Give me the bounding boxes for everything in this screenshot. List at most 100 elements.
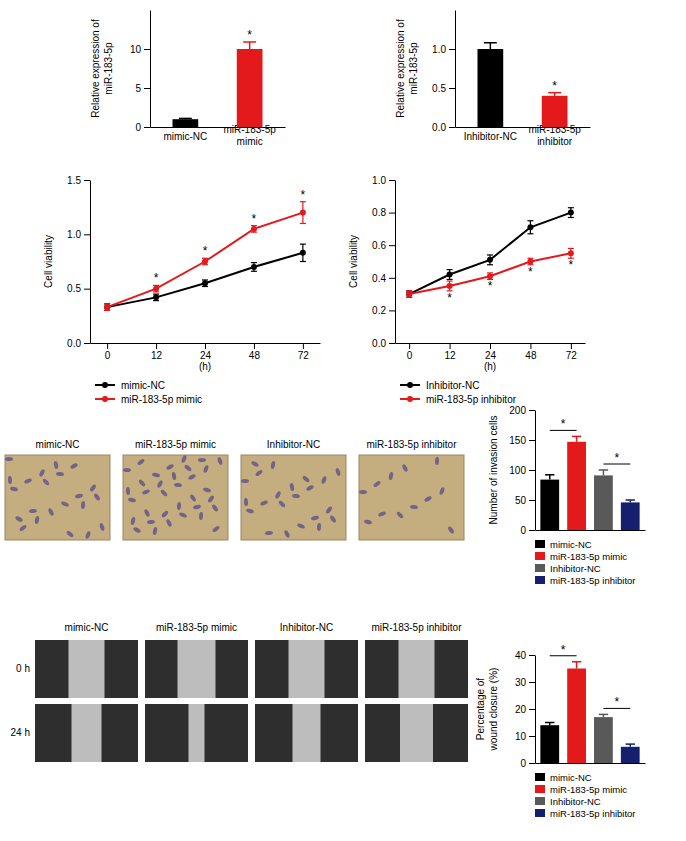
y-tick: 0.5 <box>67 283 90 294</box>
significance: * <box>614 451 619 465</box>
point <box>202 259 208 265</box>
error-cap <box>599 714 608 716</box>
y-tick: 0 <box>520 525 535 536</box>
y-tick: 20 <box>515 704 535 715</box>
significance: * <box>569 258 574 272</box>
line-chart: 0.00.20.40.60.81.0Cell viability01224487… <box>348 175 586 405</box>
cell <box>388 472 394 481</box>
legend-swatch <box>535 540 545 548</box>
y-tick-label: 10 <box>130 44 142 55</box>
cell <box>359 490 367 494</box>
x-tick-label: miR-183-5pmimic <box>224 124 277 147</box>
cell <box>321 476 327 485</box>
x-tick-mark <box>490 343 491 349</box>
cell <box>274 491 281 500</box>
point <box>527 224 533 230</box>
cell <box>251 460 260 468</box>
y-tick-label: 30 <box>515 677 527 688</box>
y-tick-mark <box>529 410 535 411</box>
y-axis-line <box>90 181 91 344</box>
legend-label: miR-183-5p inhibitor <box>550 808 636 819</box>
y-axis-title: Cell viability <box>43 235 54 288</box>
x-tick: miR-183-5pmimic <box>224 124 277 147</box>
y-tick-label: 100 <box>509 465 526 476</box>
legend-swatch <box>535 773 545 781</box>
legend-item: miR-183-5p mimic <box>535 784 627 795</box>
legend-item: Inhibitor-NC <box>400 380 479 391</box>
legend-marker <box>102 396 108 402</box>
x-tick: mimic-NC <box>163 131 207 142</box>
y-tick-label: 40 <box>515 650 527 661</box>
y-tick: 30 <box>515 677 535 688</box>
y-tick: 10 <box>515 731 535 742</box>
point <box>153 286 159 292</box>
cell <box>128 497 137 503</box>
bar <box>540 480 559 530</box>
x-tick-label: Inhibitor-NC <box>464 131 517 142</box>
x-tick-label: 48 <box>525 350 537 361</box>
cell <box>335 468 341 477</box>
y-tick-label: 0.5 <box>432 83 446 94</box>
point <box>568 210 574 216</box>
x-tick-label: 48 <box>249 350 261 361</box>
cell <box>325 506 333 515</box>
x-axis: mimic-NC miR-183-5pmimic <box>151 124 286 147</box>
y-tick: 1.0 <box>432 44 455 55</box>
legend-label: miR-183-5p mimic <box>550 551 627 562</box>
panel-label: mimic-NC <box>36 439 80 450</box>
cell <box>152 472 161 477</box>
y-tick-mark <box>449 88 455 89</box>
y-tick-label: 0 <box>520 525 526 536</box>
invasion-micrographs: mimic-NCmiR-183-5p mimicInhibitor-NCmiR-… <box>5 439 464 540</box>
cell <box>166 463 175 470</box>
cell <box>61 501 70 508</box>
legend-label: Inhibitor-NC <box>426 380 479 391</box>
x-tick: 24 <box>200 343 212 361</box>
y-tick-mark <box>529 763 535 764</box>
error-bar <box>576 662 578 669</box>
x-tick-mark <box>107 343 108 349</box>
cell <box>378 511 387 518</box>
y-axis-line <box>395 181 396 344</box>
cell <box>138 479 146 488</box>
y-tick: 50 <box>515 495 535 506</box>
y-tick: 0.8 <box>372 207 395 218</box>
panel-label: mimic-NC <box>65 622 109 633</box>
error-cap <box>300 223 306 224</box>
y-tick-label: 20 <box>515 704 527 715</box>
y-axis-title: Percentage of <box>475 678 486 740</box>
x-tick-mark <box>254 343 255 349</box>
legend-swatch <box>535 564 545 572</box>
y-axis-title: miR-183-5p <box>408 42 419 95</box>
cell <box>181 455 188 464</box>
legend-marker <box>407 382 413 388</box>
y-tick-mark <box>529 709 535 710</box>
x-tick-label: mimic-NC <box>163 131 207 142</box>
error-cap <box>568 248 574 249</box>
y-tick-label: 0.0 <box>372 338 386 349</box>
cell <box>189 494 197 503</box>
wound-gap <box>289 640 325 698</box>
legend-swatch <box>535 797 545 805</box>
cell <box>255 469 264 477</box>
wound-gap <box>178 640 216 698</box>
legend-item: miR-183-5p inhibitor <box>535 575 636 586</box>
legend-label: mimic-NC <box>121 380 165 391</box>
y-tick-label: 1.0 <box>67 229 81 240</box>
y-tick: 1.0 <box>67 229 90 240</box>
cell <box>130 517 136 526</box>
y-tick-mark <box>389 213 395 214</box>
panel-label: Inhibitor-NC <box>267 439 320 450</box>
micrograph <box>5 455 110 540</box>
y-tick-mark <box>144 88 150 89</box>
error-cap <box>626 743 635 745</box>
y-axis: 0510 <box>130 11 151 133</box>
cell <box>199 512 204 520</box>
y-tick-label: 0.8 <box>372 207 386 218</box>
y-tick-mark <box>449 127 455 128</box>
cell <box>56 471 64 476</box>
cell <box>198 458 206 462</box>
x-tick-label: 72 <box>298 350 310 361</box>
series-line <box>107 253 303 307</box>
micrograph <box>255 640 358 698</box>
